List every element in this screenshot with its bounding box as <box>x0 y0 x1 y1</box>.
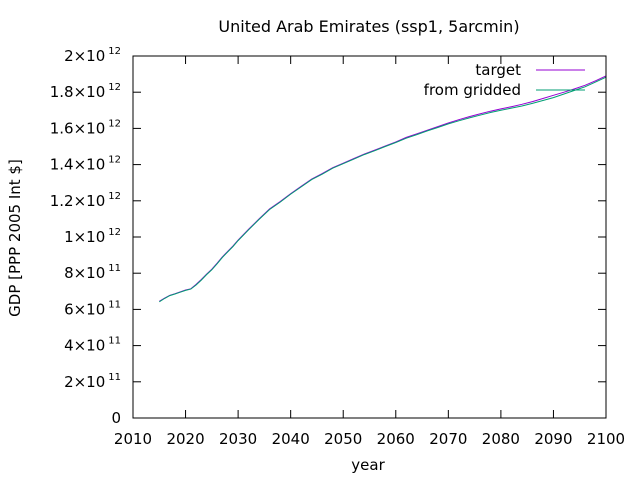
x-tick-label: 2080 <box>482 430 520 448</box>
series-line-from-gridded <box>159 76 607 303</box>
legend: target from gridded <box>424 61 585 99</box>
y-tick-label: 2×10 12 <box>64 46 121 65</box>
y-tick-label: 1.8×10 12 <box>50 82 121 101</box>
x-axis-label: year <box>351 456 385 474</box>
y-tick-label: 1.2×10 12 <box>50 191 121 210</box>
x-tick-label: 2090 <box>534 430 572 448</box>
y-axis-label: GDP [PPP 2005 Int $] <box>6 159 24 317</box>
y-tick-label: 0 <box>111 409 121 427</box>
y-tick-label: 8×10 11 <box>64 263 121 282</box>
y-tick-label: 1.6×10 12 <box>50 118 121 137</box>
y-tick-label: 1.4×10 12 <box>50 155 121 174</box>
series-line-target <box>159 75 607 302</box>
x-tick-label: 2060 <box>377 430 415 448</box>
x-tick-label: 2040 <box>272 430 310 448</box>
plot-frame <box>132 55 607 419</box>
x-axis-ticks: 2010 2020 2030 2040 2050 2060 2070 2080 2090 2100 <box>114 56 625 448</box>
chart-title: United Arab Emirates (ssp1, 5arcmin) <box>218 17 519 36</box>
y-tick-label: 4×10 11 <box>64 336 121 355</box>
legend-label: target <box>475 61 521 79</box>
y-axis-ticks: 0 2×10 11 4×10 11 6×10 11 8×10 11 1×10 12 1.2×10 12 1… <box>50 46 606 427</box>
x-tick-label: 2030 <box>219 430 257 448</box>
y-tick-label: 2×10 11 <box>64 372 121 391</box>
x-tick-label: 2020 <box>166 430 204 448</box>
x-tick-label: 2050 <box>324 430 362 448</box>
series-layer <box>159 75 607 303</box>
x-tick-label: 2070 <box>429 430 467 448</box>
y-tick-label: 6×10 11 <box>64 299 121 318</box>
x-tick-label: 2100 <box>587 430 625 448</box>
x-tick-label: 2010 <box>114 430 152 448</box>
legend-label: from gridded <box>424 81 521 99</box>
y-tick-label: 1×10 12 <box>64 227 121 246</box>
